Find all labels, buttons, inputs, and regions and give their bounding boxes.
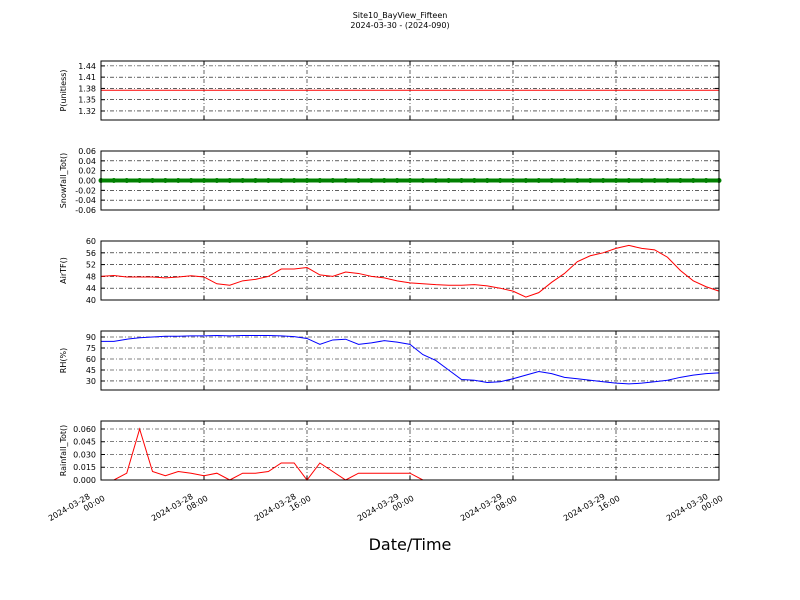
- data-point: [459, 178, 464, 183]
- y-tick-label: -0.04: [75, 196, 96, 205]
- y-tick-label: 45: [86, 366, 96, 375]
- data-point: [510, 178, 516, 183]
- axes-frame: [100, 150, 720, 211]
- y-tick-label: -0.02: [75, 186, 96, 195]
- y-tick-label: 1.41: [78, 73, 96, 82]
- data-point: [523, 178, 529, 183]
- y-axis-label: AirTF(): [59, 257, 68, 284]
- y-tick-label: 1.32: [78, 107, 96, 116]
- data-point: [214, 178, 220, 183]
- data-point: [613, 178, 619, 183]
- data-line: [101, 335, 720, 385]
- data-point: [330, 178, 336, 183]
- y-axis-label: Snowfall_Tot(): [59, 153, 68, 209]
- axes-frame: [100, 330, 720, 391]
- data-point: [291, 178, 297, 183]
- x-axis-label: Date/Time: [369, 535, 452, 554]
- y-tick-label: 60: [86, 355, 96, 364]
- data-point: [368, 178, 374, 183]
- data-point: [574, 178, 580, 183]
- x-tick-label: 2024-03-2900:00: [356, 486, 416, 531]
- data-point: [175, 178, 181, 183]
- y-tick-label: 30: [86, 377, 96, 386]
- data-point: [227, 178, 233, 183]
- data-point: [562, 178, 567, 183]
- data-point: [394, 178, 400, 183]
- y-tick-label: 1.44: [78, 62, 96, 71]
- data-point: [549, 178, 555, 183]
- y-tick-label: 0.06: [78, 147, 96, 156]
- data-point: [124, 178, 130, 183]
- y-axis-label: RH(%): [59, 348, 68, 373]
- x-tick-label: 2024-03-2908:00: [459, 486, 519, 531]
- data-point: [407, 178, 413, 183]
- chart-subtitle: 2024-03-30 - (2024-090): [350, 21, 449, 30]
- y-tick-label: 1.35: [78, 96, 96, 105]
- y-tick-label: 0.030: [73, 450, 96, 459]
- data-point: [356, 178, 361, 183]
- data-point: [587, 178, 593, 183]
- y-tick-label: 0.02: [78, 167, 96, 176]
- data-point: [690, 178, 696, 183]
- y-tick-label: 0.04: [78, 157, 96, 166]
- data-point: [304, 178, 310, 183]
- y-tick-label: 0.00: [78, 177, 96, 186]
- data-point: [536, 178, 542, 183]
- data-point: [484, 178, 490, 183]
- y-axis-label: Rainfall_Tot(): [59, 425, 68, 477]
- data-point: [150, 178, 155, 183]
- data-point: [665, 178, 670, 183]
- data-point: [188, 178, 194, 183]
- axes-frame: [100, 420, 720, 481]
- data-point: [433, 178, 439, 183]
- data-point: [471, 178, 477, 183]
- data-point: [265, 178, 271, 183]
- x-tick-label: 2024-03-2808:00: [150, 486, 210, 531]
- data-point: [111, 178, 117, 183]
- x-tick-label: 2024-03-2800:00: [47, 486, 107, 531]
- y-tick-label: 1.38: [78, 84, 96, 93]
- chart-title: Site10_BayView_Fifteen: [353, 11, 448, 20]
- data-point: [497, 178, 503, 183]
- x-tick-label: 2024-03-2916:00: [562, 486, 622, 531]
- y-tick-label: 60: [86, 237, 96, 246]
- x-tick-label: 2024-03-3000:00: [665, 486, 725, 531]
- y-tick-label: 90: [86, 333, 96, 342]
- axes-frame: [100, 60, 720, 121]
- data-point: [446, 178, 452, 183]
- data-point: [381, 178, 387, 183]
- data-point: [317, 178, 323, 183]
- data-point: [162, 178, 168, 183]
- y-tick-label: 56: [86, 249, 96, 258]
- data-point: [600, 178, 606, 183]
- data-point: [137, 178, 143, 183]
- y-tick-label: 75: [86, 344, 96, 353]
- axes-frame: [100, 240, 720, 301]
- y-tick-label: 44: [86, 284, 96, 293]
- y-tick-label: 0.060: [73, 425, 96, 434]
- y-axis-label: P(unitless): [59, 69, 68, 111]
- y-tick-label: 40: [86, 296, 96, 305]
- data-point: [343, 178, 349, 183]
- data-point: [201, 178, 207, 183]
- data-line: [100, 244, 720, 298]
- y-tick-label: 0.000: [73, 476, 96, 485]
- data-point: [626, 178, 632, 183]
- data-point: [240, 178, 246, 183]
- y-tick-label: 52: [86, 261, 96, 270]
- data-point: [253, 178, 258, 183]
- y-tick-label: -0.06: [75, 206, 96, 215]
- data-point: [703, 178, 709, 183]
- data-point: [677, 178, 683, 183]
- data-point: [639, 178, 645, 183]
- x-tick-label: 2024-03-2816:00: [253, 486, 313, 531]
- data-point: [652, 178, 658, 183]
- y-tick-label: 0.015: [73, 463, 96, 472]
- y-tick-label: 0.045: [73, 438, 96, 447]
- y-tick-label: 48: [86, 272, 96, 281]
- data-point: [420, 178, 426, 183]
- data-point: [278, 178, 284, 183]
